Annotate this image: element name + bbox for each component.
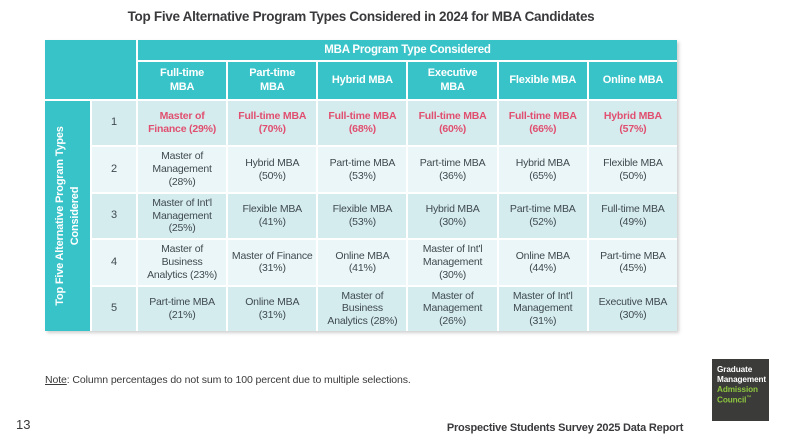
column-header-flexible-mba: Flexible MBA <box>498 62 587 99</box>
table-cell: Hybrid MBA (65%) <box>498 147 587 192</box>
table-cell: Master of Business Analytics (23%) <box>138 240 227 285</box>
table-cell: Master of Business Analytics (28%) <box>318 286 407 331</box>
table-cell: Master of Finance (31%) <box>228 240 317 285</box>
table-cell: Hybrid MBA (30%) <box>408 193 497 239</box>
footnote-label: Note <box>45 374 67 386</box>
table-cell: Online MBA (41%) <box>318 240 407 285</box>
table-cell: Master of Int'l Management (30%) <box>408 240 497 285</box>
logo-line-management: Management <box>717 374 767 384</box>
page-number: 13 <box>16 417 31 432</box>
column-group-header: MBA Program Type Considered <box>138 40 677 60</box>
table-cell: Part-time MBA (52%) <box>498 193 587 239</box>
table-cell: Full-time MBA (49%) <box>588 193 677 239</box>
table-cell: Part-time MBA (53%) <box>318 147 407 192</box>
column-header-executive-mba: Executive MBA <box>408 62 497 99</box>
table-cell: Part-time MBA (45%) <box>588 240 677 285</box>
table-cell: Part-time MBA (36%) <box>408 147 497 192</box>
table-cell: Full-time MBA (70%) <box>228 101 317 146</box>
table-corner-cell <box>45 40 136 99</box>
table-cell: Master of Finance (29%) <box>138 101 227 146</box>
table-cell: Hybrid MBA (50%) <box>228 147 317 192</box>
rank-cell: 1 <box>92 101 136 146</box>
rank-cell: 3 <box>92 193 136 239</box>
report-title: Prospective Students Survey 2025 Data Re… <box>446 422 684 434</box>
rank-cell: 5 <box>92 286 136 331</box>
program-table: MBA Program Type Considered Full-time MB… <box>45 40 677 331</box>
page-title: Top Five Alternative Program Types Consi… <box>127 9 595 24</box>
table-cell: Master of Management (26%) <box>408 286 497 331</box>
table-cell: Flexible MBA (53%) <box>318 193 407 239</box>
table-cell: Flexible MBA (41%) <box>228 193 317 239</box>
rank-cell: 2 <box>92 147 136 192</box>
trademark-symbol: ™ <box>746 394 752 401</box>
table-cell: Full-time MBA (66%) <box>498 101 587 146</box>
logo-line-council: Council™ <box>717 394 752 405</box>
row-group-header: Top Five Alternative Program Types Consi… <box>45 101 90 331</box>
column-header-part-time-mba: Part-time MBA <box>228 62 317 99</box>
footnote-text: : Column percentages do not sum to 100 p… <box>66 374 411 386</box>
rank-cell: 4 <box>92 240 136 285</box>
column-header-full-time-mba: Full-time MBA <box>138 62 227 99</box>
table-cell: Master of Int'l Management (25%) <box>138 193 227 239</box>
column-header-hybrid-mba: Hybrid MBA <box>318 62 407 99</box>
row-group-header-label: Top Five Alternative Program Types Consi… <box>53 126 81 306</box>
table-cell: Executive MBA (30%) <box>588 286 677 331</box>
table-cell: Part-time MBA (21%) <box>138 286 227 331</box>
table-cell: Hybrid MBA (57%) <box>588 101 677 146</box>
table-cell: Full-time MBA (68%) <box>318 101 407 146</box>
logo-line-admission: Admission <box>717 384 758 394</box>
table-cell: Full-time MBA (60%) <box>408 101 497 146</box>
table-cell: Flexible MBA (50%) <box>588 147 677 192</box>
table-cell: Online MBA (31%) <box>228 286 317 331</box>
table-cell: Master of Management (28%) <box>138 147 227 192</box>
gmac-logo: Graduate Management Admission Council™ <box>712 359 769 421</box>
table-cell: Master of Int'l Management (31%) <box>498 286 587 331</box>
footnote: Note: Column percentages do not sum to 1… <box>45 374 411 386</box>
logo-line-graduate: Graduate <box>717 365 753 374</box>
column-header-online-mba: Online MBA <box>588 62 677 99</box>
table-cell: Online MBA (44%) <box>498 240 587 285</box>
